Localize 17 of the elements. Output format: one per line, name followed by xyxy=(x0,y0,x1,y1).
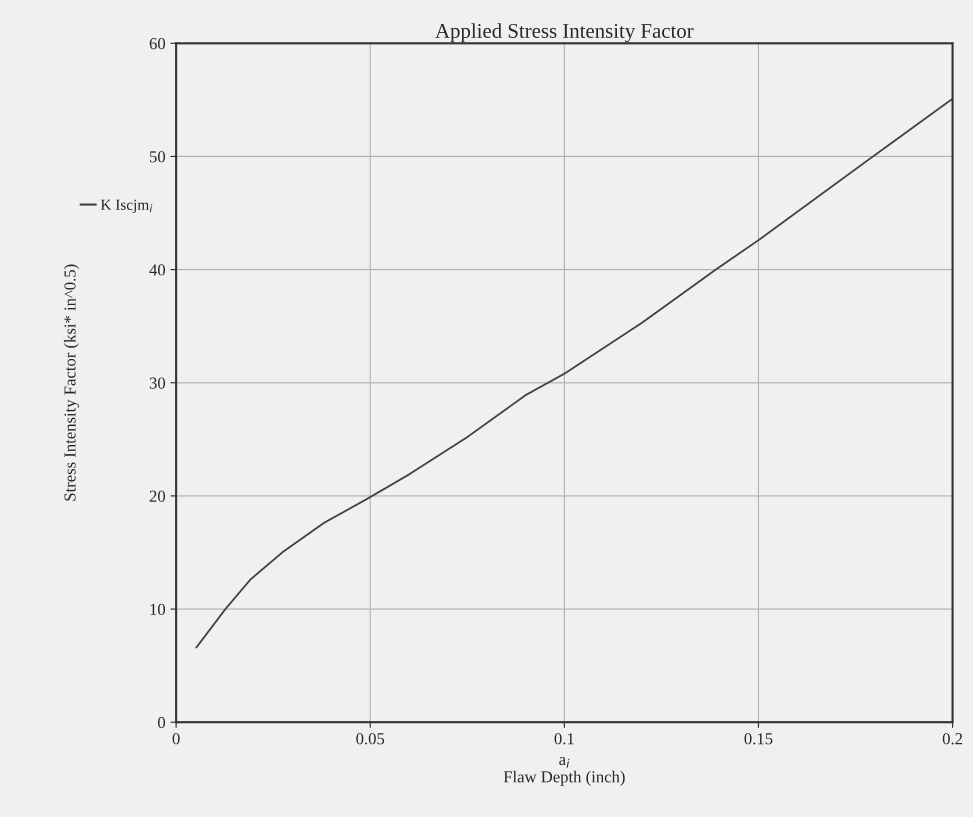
x-tick-label: 0.05 xyxy=(356,733,384,744)
y-tick-label: 40 xyxy=(149,264,166,276)
y-tick-label: 50 xyxy=(150,151,166,162)
x-tick-label: 0.15 xyxy=(744,733,772,744)
y-tick-label: 60 xyxy=(150,38,166,50)
chart-title: Applied Stress Intensity Factor xyxy=(435,23,694,42)
x-axis-title: a$_{i}$ Flaw Depth (inch) xyxy=(504,757,625,786)
y-tick-label: 30 xyxy=(150,377,166,389)
x-tick-label: 0 xyxy=(172,733,180,744)
x-tick-label: 0.2 xyxy=(942,733,962,744)
y-tick-label: 10 xyxy=(150,604,166,616)
y-axis-title: Stress Intensity Factor (ksi* in^0.5) xyxy=(64,264,80,501)
x-tick-label: 0.1 xyxy=(554,733,574,744)
line-series xyxy=(195,98,953,648)
legend-label: K Iscjm$_{i}$ xyxy=(100,200,152,214)
y-tick-label: 0 xyxy=(158,716,166,728)
y-tick-label: 20 xyxy=(150,490,166,502)
